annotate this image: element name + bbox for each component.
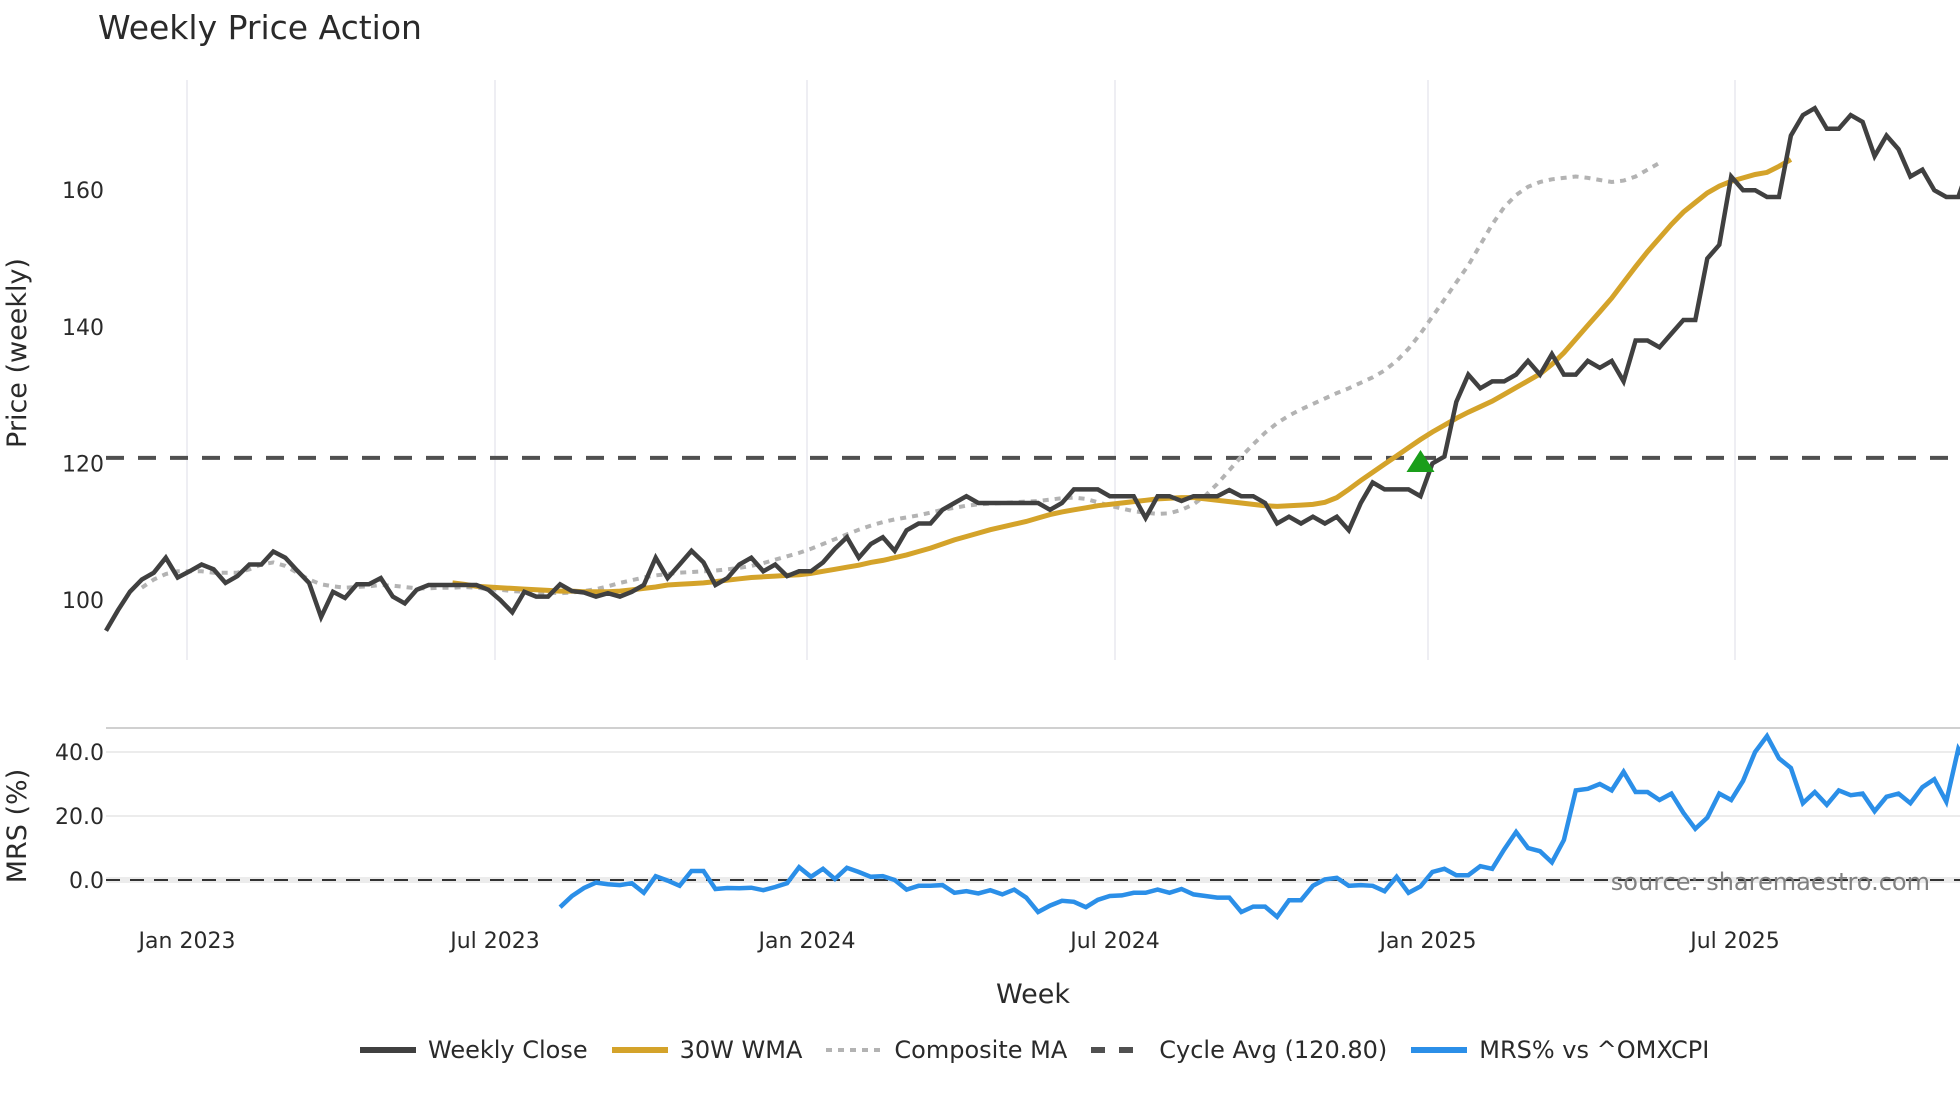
- mrs-y-axis: 0.0 20.0 40.0: [55, 741, 104, 894]
- x-axis: Jan 2023 Jul 2023 Jan 2024 Jul 2024 Jan 2025…: [137, 929, 1780, 954]
- legend-swatch-icon: [1411, 1047, 1468, 1053]
- legend-swatch-icon: [611, 1047, 668, 1053]
- legend-label: Weekly Close: [428, 1036, 588, 1064]
- price-tick-label: 100: [62, 589, 104, 614]
- mrs-tick-label: 20.0: [55, 805, 104, 830]
- x-tick-label: Jan 2024: [757, 929, 856, 954]
- x-axis-label: Week: [996, 979, 1070, 1010]
- price-tick-label: 140: [62, 316, 104, 341]
- weekly-close-line: [104, 105, 1960, 632]
- legend-label: Cycle Avg (120.80): [1159, 1036, 1388, 1064]
- legend-item-cycle[interactable]: Cycle Avg (120.80): [1089, 1036, 1387, 1064]
- mrs-line: [558, 731, 1960, 921]
- price-tick-label: 120: [62, 452, 104, 477]
- series-layer: [104, 105, 1960, 921]
- legend-label: Composite MA: [894, 1036, 1068, 1064]
- x-tick-label: Jul 2025: [1688, 929, 1780, 954]
- legend-swatch-icon: [360, 1047, 416, 1053]
- legend-swatch-icon: [1091, 1047, 1148, 1053]
- composite-ma-line: [140, 161, 1661, 596]
- legend-label: 30W WMA: [679, 1036, 803, 1064]
- legend-item-composite[interactable]: Composite MA: [824, 1036, 1067, 1064]
- price-tick-label: 160: [62, 179, 104, 204]
- legend-swatch-icon: [826, 1048, 883, 1052]
- x-tick-label: Jul 2024: [1068, 929, 1160, 954]
- mrs-tick-label: 0.0: [69, 869, 104, 894]
- price-y-axis: 100 120 140 160: [62, 179, 104, 614]
- legend-item-close[interactable]: Weekly Close: [358, 1036, 588, 1064]
- x-tick-label: Jan 2025: [1378, 929, 1477, 954]
- source-watermark: source: sharemaestro.com: [1611, 868, 1930, 896]
- mrs-tick-label: 40.0: [55, 741, 104, 766]
- legend-item-wma[interactable]: 30W WMA: [610, 1036, 803, 1064]
- grid-lines: [106, 80, 1960, 883]
- x-tick-label: Jul 2023: [448, 929, 540, 954]
- x-tick-label: Jan 2023: [137, 929, 236, 954]
- wma-30w-line: [452, 157, 1793, 595]
- price-y-axis-label: Price (weekly): [2, 258, 33, 448]
- legend: Weekly Close 30W WMA Composite MA Cycle Avg…: [358, 1036, 1731, 1064]
- legend-item-mrs[interactable]: MRS% vs ^OMXCPI: [1409, 1036, 1709, 1064]
- chart-title: Weekly Price Action: [98, 8, 422, 47]
- legend-label: MRS% vs ^OMXCPI: [1479, 1036, 1710, 1064]
- mrs-y-axis-label: MRS (%): [2, 769, 33, 884]
- buy-signal-triangle-icon: [1406, 450, 1435, 473]
